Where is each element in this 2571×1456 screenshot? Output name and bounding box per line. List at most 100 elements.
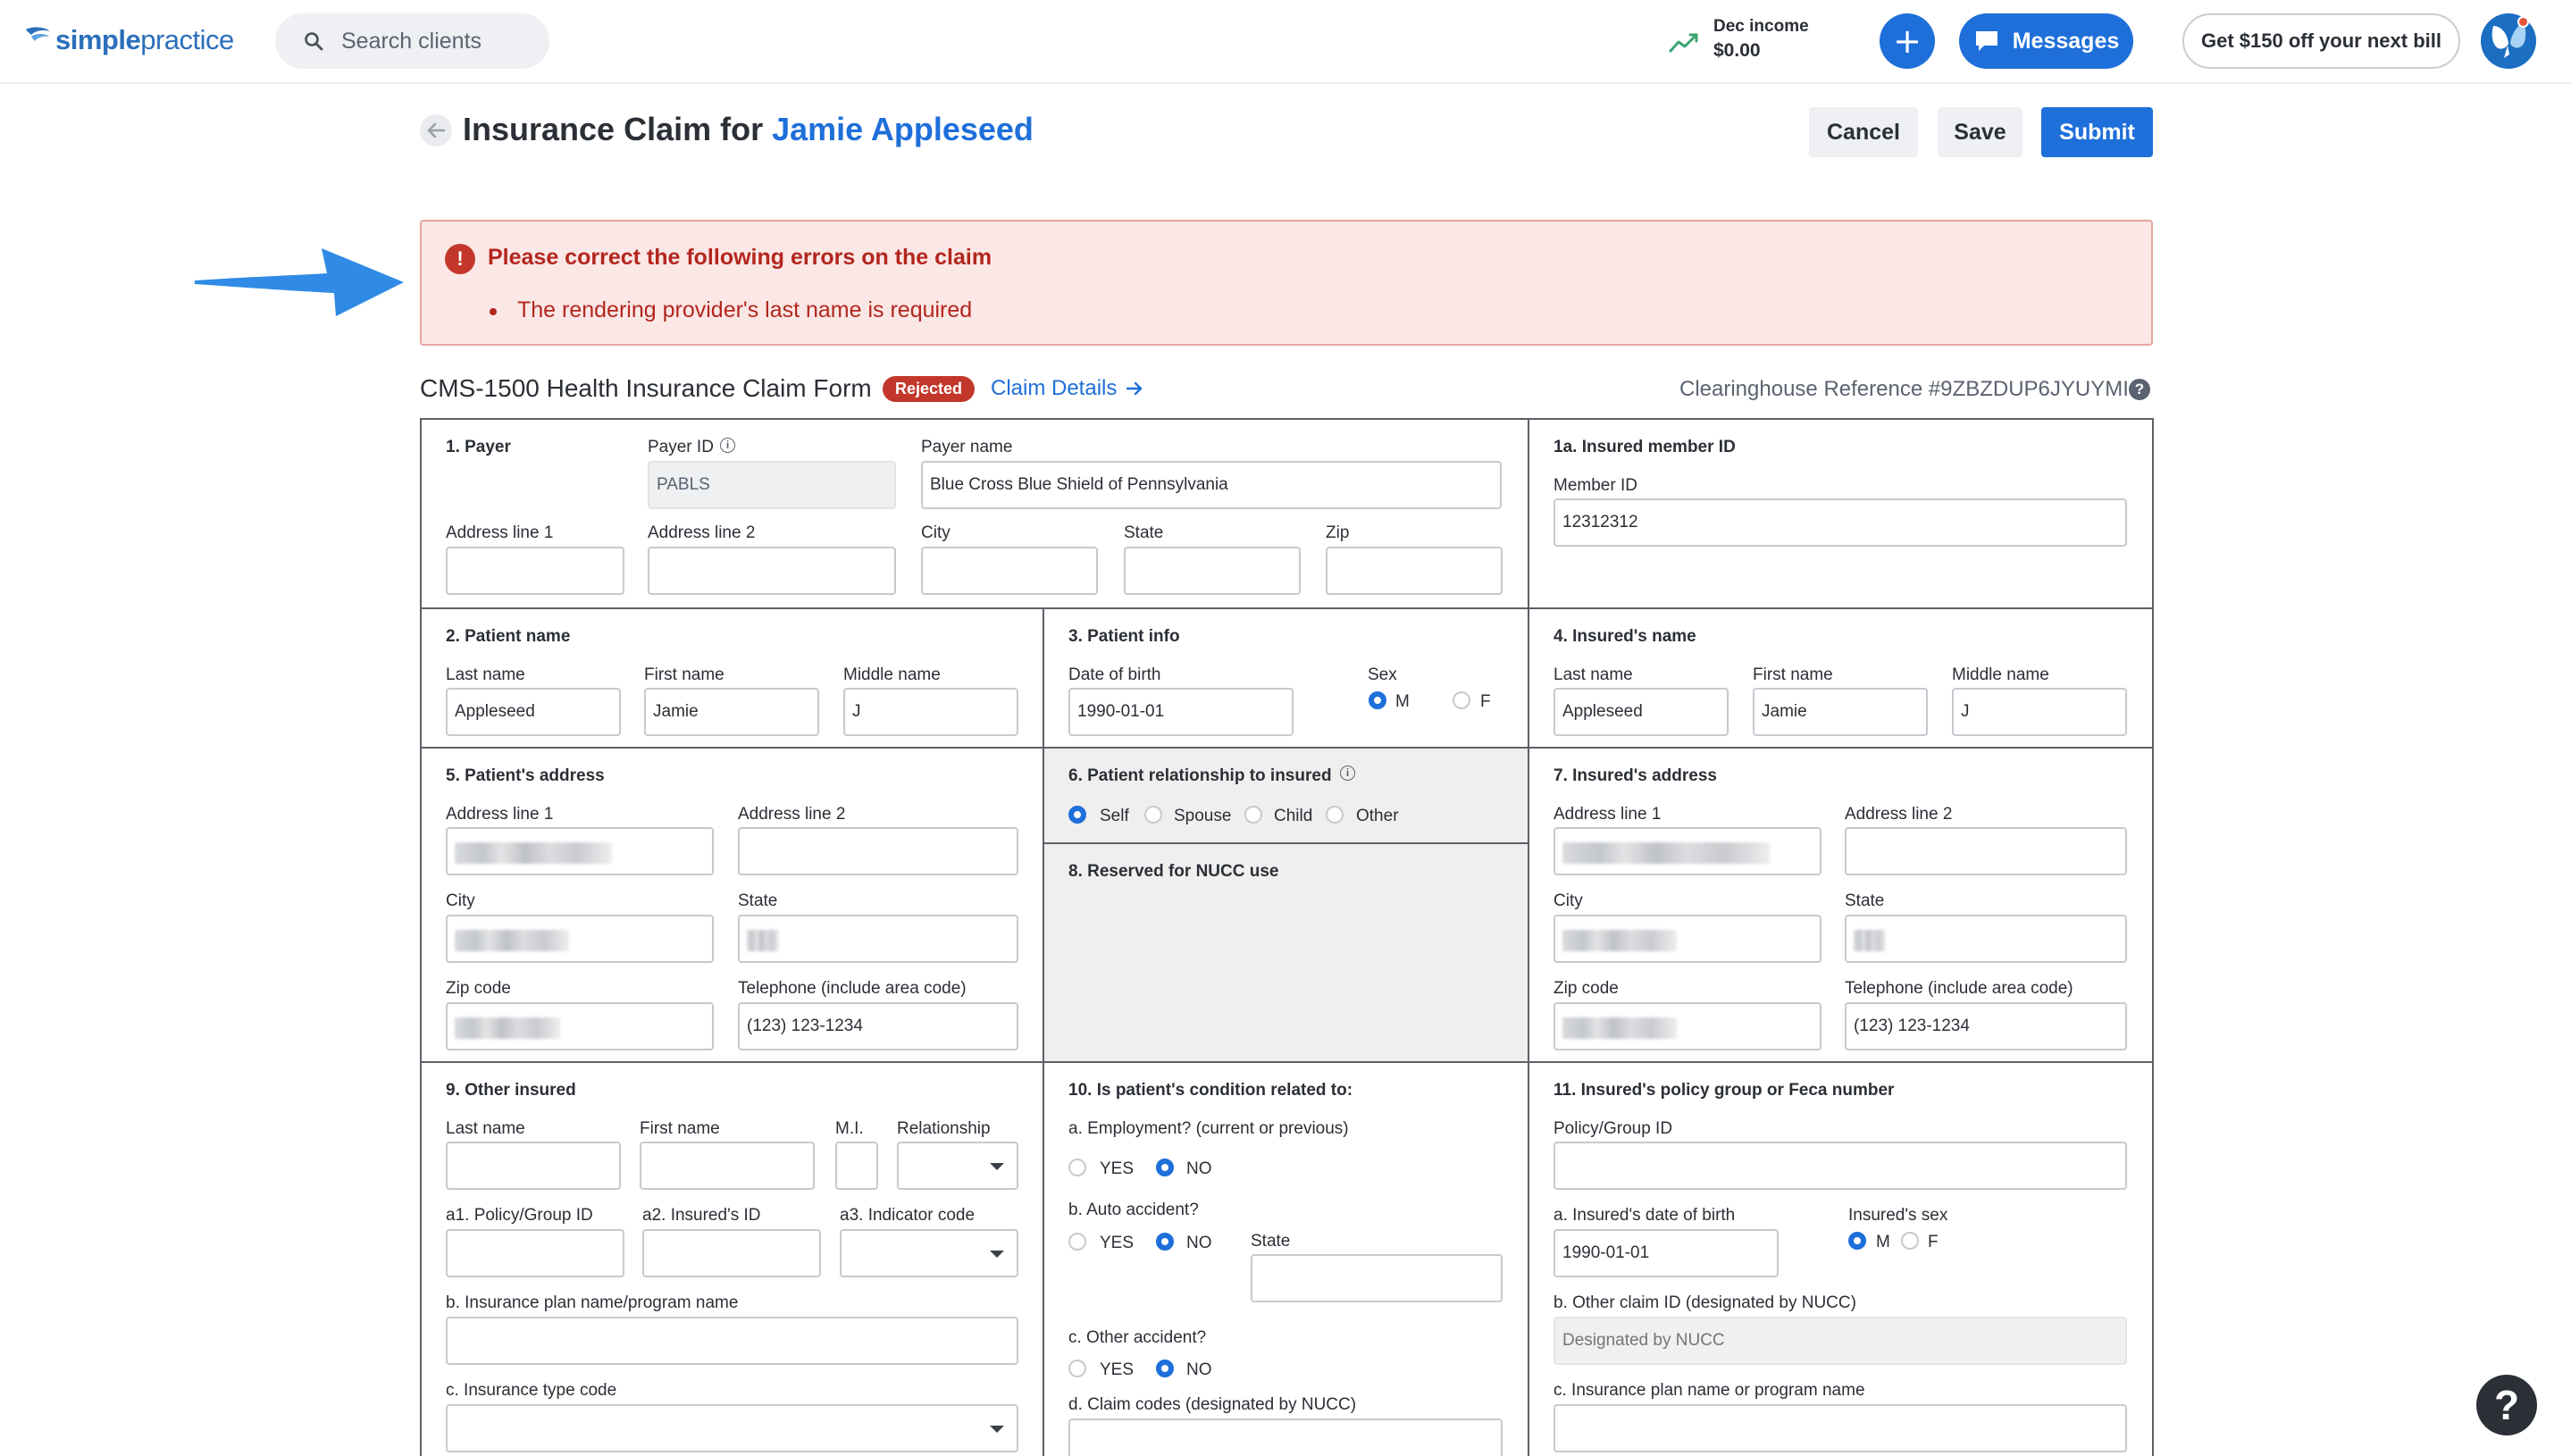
payer-name-field[interactable] — [921, 461, 1502, 509]
insurance-type-select[interactable] — [446, 1404, 1018, 1452]
insurance-plan-name-field[interactable] — [1553, 1404, 2127, 1452]
other-insured-mi-field[interactable] — [835, 1142, 878, 1190]
relationship-other-radio[interactable] — [1326, 806, 1344, 824]
insurance-type-label: c. Insurance type code — [446, 1381, 617, 1400]
cancel-button[interactable]: Cancel — [1809, 107, 1918, 157]
relationship-select[interactable] — [897, 1142, 1018, 1190]
address2-label: Address line 2 — [738, 805, 846, 824]
insured-address1-field[interactable] — [1553, 827, 1821, 875]
simplepractice-logo[interactable]: simplepractice — [23, 20, 234, 61]
insured-city-field[interactable] — [1553, 915, 1821, 963]
insured-phone-field[interactable] — [1845, 1002, 2127, 1050]
accident-state-field[interactable] — [1251, 1254, 1503, 1302]
info-icon[interactable]: i — [1340, 766, 1355, 781]
patient-first-name-field[interactable] — [644, 688, 819, 736]
other-yes-radio[interactable] — [1068, 1360, 1086, 1377]
city-label: City — [921, 523, 951, 542]
other-policy-group-field[interactable] — [446, 1229, 624, 1277]
help-icon[interactable]: ? — [2129, 379, 2150, 400]
referral-promo-button[interactable]: Get $150 off your next bill — [2182, 13, 2460, 69]
insured-sex-m-radio[interactable] — [1848, 1232, 1866, 1250]
patient-city-field[interactable] — [446, 915, 714, 963]
insured-last-name-field[interactable] — [1553, 688, 1729, 736]
indicator-code-label: a3. Indicator code — [840, 1206, 976, 1225]
other-accident-label: c. Other accident? — [1068, 1328, 1207, 1347]
redacted-value — [1854, 930, 1886, 951]
search-icon — [305, 32, 323, 51]
employment-no-radio[interactable] — [1156, 1159, 1174, 1176]
section-patient-name: 2. Patient name Last name First name Mid… — [422, 609, 1044, 749]
relationship-self-label: Self — [1100, 807, 1129, 825]
help-button[interactable]: ? — [2476, 1375, 2537, 1435]
auto-yes-radio[interactable] — [1068, 1233, 1086, 1251]
chevron-down-icon — [990, 1426, 1004, 1433]
patient-last-name-field[interactable] — [446, 688, 621, 736]
patient-zip-field[interactable] — [446, 1002, 714, 1050]
member-id-field[interactable] — [1553, 498, 2127, 547]
other-insured-first-name-field[interactable] — [640, 1142, 815, 1190]
insured-middle-name-field[interactable] — [1952, 688, 2127, 736]
other-claim-id-field — [1553, 1317, 2127, 1365]
patient-dob-field[interactable] — [1068, 688, 1294, 736]
payer-address2-field[interactable] — [648, 547, 896, 595]
payer-id-field — [648, 461, 896, 509]
patient-address2-field[interactable] — [738, 827, 1018, 875]
sex-m-radio[interactable] — [1369, 691, 1386, 709]
claim-details-link[interactable]: Claim Details — [991, 376, 1143, 401]
patient-phone-field[interactable] — [738, 1002, 1018, 1050]
insured-sex-f-radio[interactable] — [1901, 1232, 1919, 1250]
patient-state-field[interactable] — [738, 915, 1018, 963]
section-title: 5. Patient's address — [446, 766, 605, 785]
section-title: 1. Payer — [446, 438, 511, 456]
income-value: $0.00 — [1713, 40, 1761, 61]
address2-label: Address line 2 — [1845, 805, 1953, 824]
client-name-link[interactable]: Jamie Appleseed — [772, 111, 1034, 147]
sex-f-radio[interactable] — [1453, 691, 1470, 709]
insured-state-field[interactable] — [1845, 915, 2127, 963]
chevron-down-icon — [990, 1163, 1004, 1170]
insured-first-name-field[interactable] — [1753, 688, 1928, 736]
payer-state-field[interactable] — [1124, 547, 1301, 595]
indicator-code-select[interactable] — [840, 1229, 1018, 1277]
save-button[interactable]: Save — [1938, 107, 2022, 157]
relationship-spouse-radio[interactable] — [1144, 806, 1162, 824]
patient-address1-field[interactable] — [446, 827, 714, 875]
insured-dob-field[interactable] — [1553, 1229, 1779, 1277]
back-button[interactable] — [420, 114, 452, 146]
auto-no-radio[interactable] — [1156, 1233, 1174, 1251]
other-insured-last-name-field[interactable] — [446, 1142, 621, 1190]
relationship-child-radio[interactable] — [1244, 806, 1262, 824]
member-id-label: Member ID — [1553, 476, 1637, 495]
payer-zip-field[interactable] — [1326, 547, 1503, 595]
section-payer: 1. Payer Payer ID i Payer name Address l… — [422, 420, 1529, 609]
messages-button[interactable]: Messages — [1959, 13, 2133, 69]
other-no-radio[interactable] — [1156, 1360, 1174, 1377]
relationship-self-radio[interactable] — [1068, 806, 1086, 824]
employment-yes-radio[interactable] — [1068, 1159, 1086, 1176]
claim-codes-field[interactable] — [1068, 1418, 1503, 1456]
submit-button[interactable]: Submit — [2041, 107, 2153, 157]
relationship-spouse-label: Spouse — [1174, 807, 1232, 825]
error-icon: ! — [445, 244, 475, 274]
payer-address1-field[interactable] — [446, 547, 624, 595]
notification-dot — [2517, 16, 2529, 28]
user-avatar[interactable] — [2481, 13, 2536, 69]
other-plan-name-field[interactable] — [446, 1317, 1018, 1365]
insured-address2-field[interactable] — [1845, 827, 2127, 875]
no-label: NO — [1186, 1159, 1212, 1178]
other-insured-id-field[interactable] — [642, 1229, 821, 1277]
section-title: 3. Patient info — [1068, 627, 1180, 646]
info-icon[interactable]: i — [720, 438, 735, 453]
create-new-button[interactable]: + — [1880, 13, 1935, 69]
address1-label: Address line 1 — [446, 523, 554, 542]
payer-id-label: Payer ID — [648, 438, 714, 456]
search-input[interactable] — [341, 28, 538, 54]
last-name-label: Last name — [1553, 665, 1633, 684]
search-box[interactable] — [275, 13, 549, 69]
patient-middle-name-field[interactable] — [843, 688, 1018, 736]
zip-label: Zip code — [446, 979, 511, 998]
policy-group-field[interactable] — [1553, 1142, 2127, 1190]
income-summary[interactable]: Dec income $0.00 — [1669, 14, 1809, 63]
payer-city-field[interactable] — [921, 547, 1098, 595]
insured-zip-field[interactable] — [1553, 1002, 1821, 1050]
